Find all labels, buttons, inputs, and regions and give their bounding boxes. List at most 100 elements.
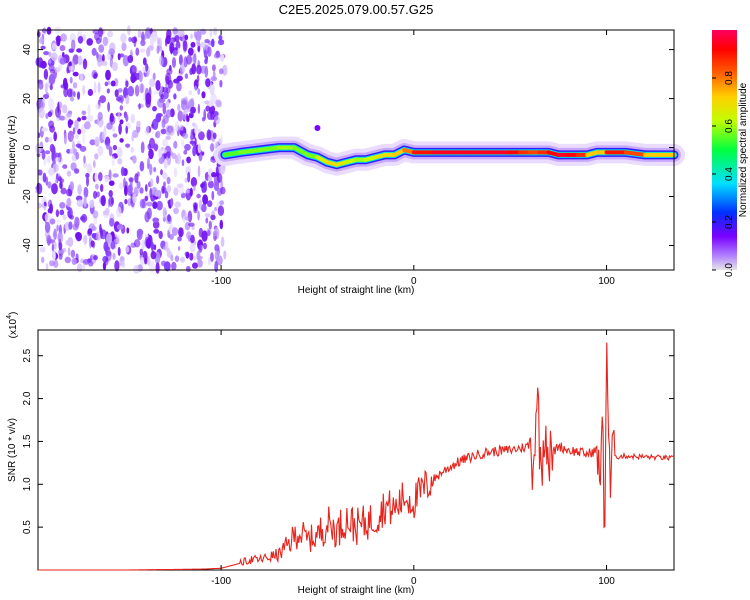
noise-blob: [39, 246, 46, 253]
noise-blob: [152, 201, 158, 209]
noise-blob: [201, 91, 206, 99]
noise-blob: [162, 138, 169, 147]
noise-blob: [132, 129, 139, 139]
noise-blob: [202, 194, 209, 205]
noise-blob: [66, 197, 72, 208]
noise-blob: [104, 175, 110, 183]
noise-blob: [91, 233, 97, 239]
noise-blob: [44, 136, 50, 143]
noise-blob: [185, 189, 191, 194]
noise-blob: [163, 159, 168, 170]
noise-blob: [56, 35, 61, 47]
noise-blob: [124, 198, 128, 205]
noise-blob: [194, 30, 202, 42]
noise-blob: [147, 157, 150, 169]
noise-blob: [219, 219, 224, 230]
noise-blob: [106, 88, 110, 94]
noise-blob: [58, 115, 66, 121]
noise-blob: [138, 83, 145, 94]
noise-blob: [155, 262, 160, 274]
noise-blob: [57, 231, 64, 244]
noise-blob: [213, 27, 218, 36]
noise-blob: [139, 198, 146, 209]
noise-blob: [106, 233, 113, 244]
noise-blob: [161, 185, 165, 194]
noise-blob: [94, 136, 100, 146]
noise-blob: [138, 103, 141, 110]
noise-blob: [66, 148, 71, 154]
noise-blob: [41, 96, 46, 103]
noise-blob: [82, 133, 86, 145]
snr-y-ticks: 0.5 1.0 1.5 2.0 2.5: [22, 348, 674, 534]
colorbar: 0.0 0.2 0.4 0.6 0.8 Normalized spectral ampl…: [712, 30, 749, 277]
noise-blob: [117, 246, 121, 256]
noise-blob: [213, 52, 221, 59]
noise-blob: [43, 201, 47, 207]
noise-blob: [76, 263, 83, 273]
noise-blob: [76, 48, 83, 53]
noise-blob: [165, 75, 170, 85]
noise-blob: [177, 236, 182, 242]
noise-blob: [109, 217, 115, 227]
noise-blob: [82, 34, 86, 42]
noise-blob: [177, 110, 184, 122]
noise-blob: [164, 38, 168, 47]
noise-blob: [50, 52, 58, 62]
colorbar-tick-label: 0.4: [724, 167, 735, 181]
noise-blob: [205, 217, 209, 224]
noise-blob: [137, 30, 142, 38]
noise-blob: [110, 80, 116, 87]
noise-blob: [65, 240, 70, 246]
noise-blob: [68, 221, 73, 230]
noise-blob: [203, 109, 207, 121]
noise-blob: [214, 250, 219, 261]
noise-blob: [77, 128, 82, 135]
noise-blob: [119, 255, 125, 265]
noise-blob: [194, 137, 197, 149]
noise-blob: [120, 33, 127, 43]
noise-blob: [69, 97, 75, 102]
noise-blob: [59, 209, 65, 216]
noise-blob: [90, 240, 95, 248]
frequency-ridge: [213, 124, 685, 176]
noise-blob: [63, 133, 67, 145]
noise-blob: [95, 104, 100, 110]
noise-blob: [176, 82, 182, 92]
noise-blob: [184, 73, 189, 79]
noise-blob: [219, 79, 223, 88]
noise-blob: [112, 173, 119, 178]
noise-blob: [95, 183, 99, 190]
noise-blob: [51, 243, 55, 252]
noise-blob: [149, 178, 154, 188]
noise-blob: [214, 260, 219, 273]
noise-blob: [54, 179, 58, 184]
noise-blob: [184, 143, 191, 151]
noise-blob: [177, 103, 181, 112]
noise-blob: [77, 144, 82, 149]
noise-blob: [139, 248, 144, 256]
noise-blob: [81, 115, 87, 121]
noise-blob: [190, 177, 198, 187]
noise-blob: [140, 39, 146, 46]
ridge-core-segment: [623, 150, 648, 157]
noise-blob: [125, 114, 129, 122]
noise-blob: [207, 46, 212, 57]
noise-blob: [105, 250, 112, 257]
noise-blob: [208, 220, 212, 230]
noise-blob: [158, 148, 163, 159]
noise-blob: [133, 239, 141, 248]
noise-blob: [94, 153, 99, 160]
noise-blob: [91, 47, 97, 56]
noise-blob: [178, 54, 183, 66]
noise-blob: [219, 200, 225, 206]
noise-blob: [100, 195, 106, 207]
noise-blob: [119, 105, 124, 111]
noise-blob: [38, 81, 44, 90]
x-tick-label: -100: [211, 576, 231, 587]
noise-blob: [211, 190, 215, 201]
noise-blob: [146, 207, 152, 220]
noise-blob: [167, 151, 171, 159]
noise-blob: [93, 160, 96, 168]
noise-blob: [97, 111, 103, 122]
noise-blob: [49, 203, 53, 214]
